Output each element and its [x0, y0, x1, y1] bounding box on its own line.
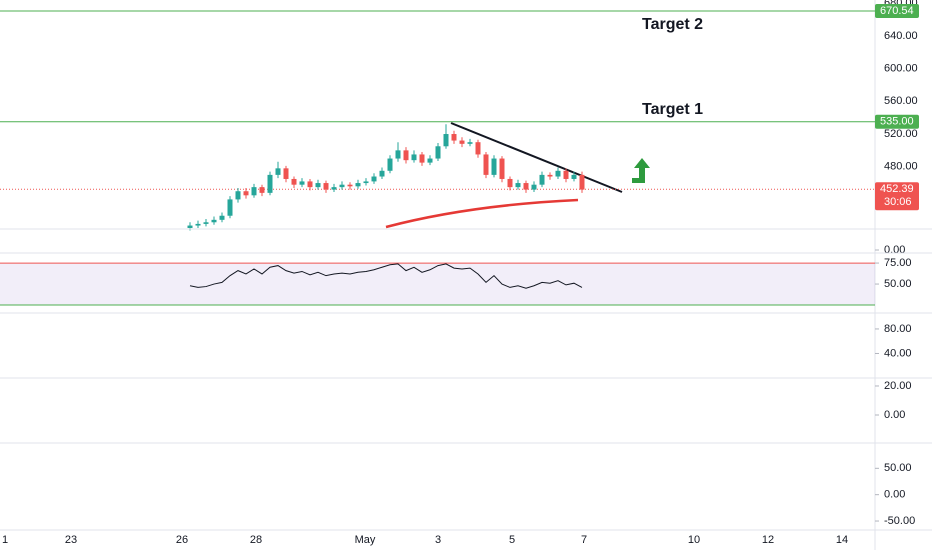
candle-body — [187, 225, 193, 228]
x-tick-label: 10 — [688, 534, 700, 546]
y-tick-label: 40.00 — [884, 347, 912, 359]
countdown: 30:06 — [884, 196, 912, 208]
candle-body — [299, 181, 305, 185]
candle-body — [403, 150, 409, 161]
candle-body — [579, 174, 585, 190]
candle-body — [507, 178, 513, 188]
candle-body — [347, 184, 353, 187]
candle-body — [331, 187, 337, 190]
y-tick-label: 480.00 — [884, 161, 918, 173]
x-tick-label: 3 — [435, 534, 441, 546]
candle-body — [275, 168, 281, 175]
candle-body — [539, 174, 545, 185]
candle-body — [203, 222, 209, 224]
y-tick-label: 20.00 — [884, 380, 912, 392]
price-badge-label: 452.39 — [880, 183, 914, 195]
candle-body — [355, 183, 361, 187]
candle-body — [459, 140, 465, 144]
y-tick-label: 0.00 — [884, 409, 905, 421]
price-badge — [875, 3, 919, 18]
y-tick-label: 75.00 — [884, 257, 912, 269]
candle-body — [227, 199, 233, 216]
candle-body — [427, 158, 433, 163]
rsi-band — [0, 263, 875, 306]
candle-body — [387, 158, 393, 171]
candle-body — [315, 183, 321, 188]
candle-body — [291, 178, 297, 185]
y-tick-label: 0.00 — [884, 489, 905, 501]
candle-body — [411, 154, 417, 161]
candle-body — [491, 158, 497, 175]
candle-body — [443, 134, 449, 147]
candle-body — [435, 146, 441, 159]
candle-body — [475, 142, 481, 155]
x-tick-label: 12 — [762, 534, 774, 546]
y-tick-label: 50.00 — [884, 278, 912, 290]
trend-line — [450, 122, 623, 193]
candle-body — [251, 187, 257, 196]
candle-body — [211, 219, 217, 223]
y-tick-label: 600.00 — [884, 63, 918, 75]
price-badge-label: 535.00 — [880, 116, 914, 128]
candle-body — [283, 168, 289, 179]
price-badge — [875, 114, 919, 129]
candle-body — [531, 184, 537, 190]
candle-body — [339, 184, 345, 188]
arrow-icon — [632, 158, 650, 183]
y-tick-label: 560.00 — [884, 95, 918, 107]
candle-body — [515, 183, 521, 188]
candle-body — [259, 187, 265, 193]
x-tick-label: 23 — [65, 534, 77, 546]
x-tick-label: May — [355, 534, 376, 546]
candle-body — [419, 154, 425, 163]
y-tick-label: 50.00 — [884, 462, 912, 474]
candle-body — [307, 181, 313, 188]
x-tick-label: 1 — [2, 534, 8, 546]
annotation: Target 2 — [642, 16, 703, 33]
annotation: Target 1 — [642, 101, 703, 118]
moving-average — [385, 198, 579, 229]
candle-body — [483, 154, 489, 175]
y-tick-label: 640.00 — [884, 30, 918, 42]
candle-body — [363, 181, 369, 184]
x-tick-label: 7 — [581, 534, 587, 546]
candle-body — [451, 134, 457, 141]
candle-body — [219, 215, 225, 220]
candle-body — [555, 170, 561, 177]
candle-body — [379, 170, 385, 177]
x-tick-label: 5 — [509, 534, 515, 546]
candle-body — [563, 170, 569, 179]
candle-body — [523, 183, 529, 190]
candle-body — [235, 191, 241, 200]
y-tick-label: 0.00 — [884, 244, 905, 256]
price-badge — [875, 182, 919, 211]
x-tick-label: 28 — [250, 534, 262, 546]
candle-body — [467, 142, 473, 144]
candle-body — [395, 150, 401, 159]
candle-body — [571, 174, 577, 179]
candle-body — [243, 191, 249, 196]
candle-body — [195, 223, 201, 226]
indicator-line — [189, 263, 583, 289]
x-tick-label: 14 — [836, 534, 848, 546]
y-tick-label: -50.00 — [884, 515, 915, 527]
y-tick-label: 80.00 — [884, 323, 912, 335]
candle-body — [371, 176, 377, 182]
price-badge-label: 670.54 — [880, 5, 914, 17]
candle-body — [267, 174, 273, 193]
candle-body — [323, 183, 329, 190]
candle-body — [547, 174, 553, 177]
x-tick-label: 26 — [176, 534, 188, 546]
candle-body — [499, 158, 505, 179]
y-tick-label: 520.00 — [884, 128, 918, 140]
